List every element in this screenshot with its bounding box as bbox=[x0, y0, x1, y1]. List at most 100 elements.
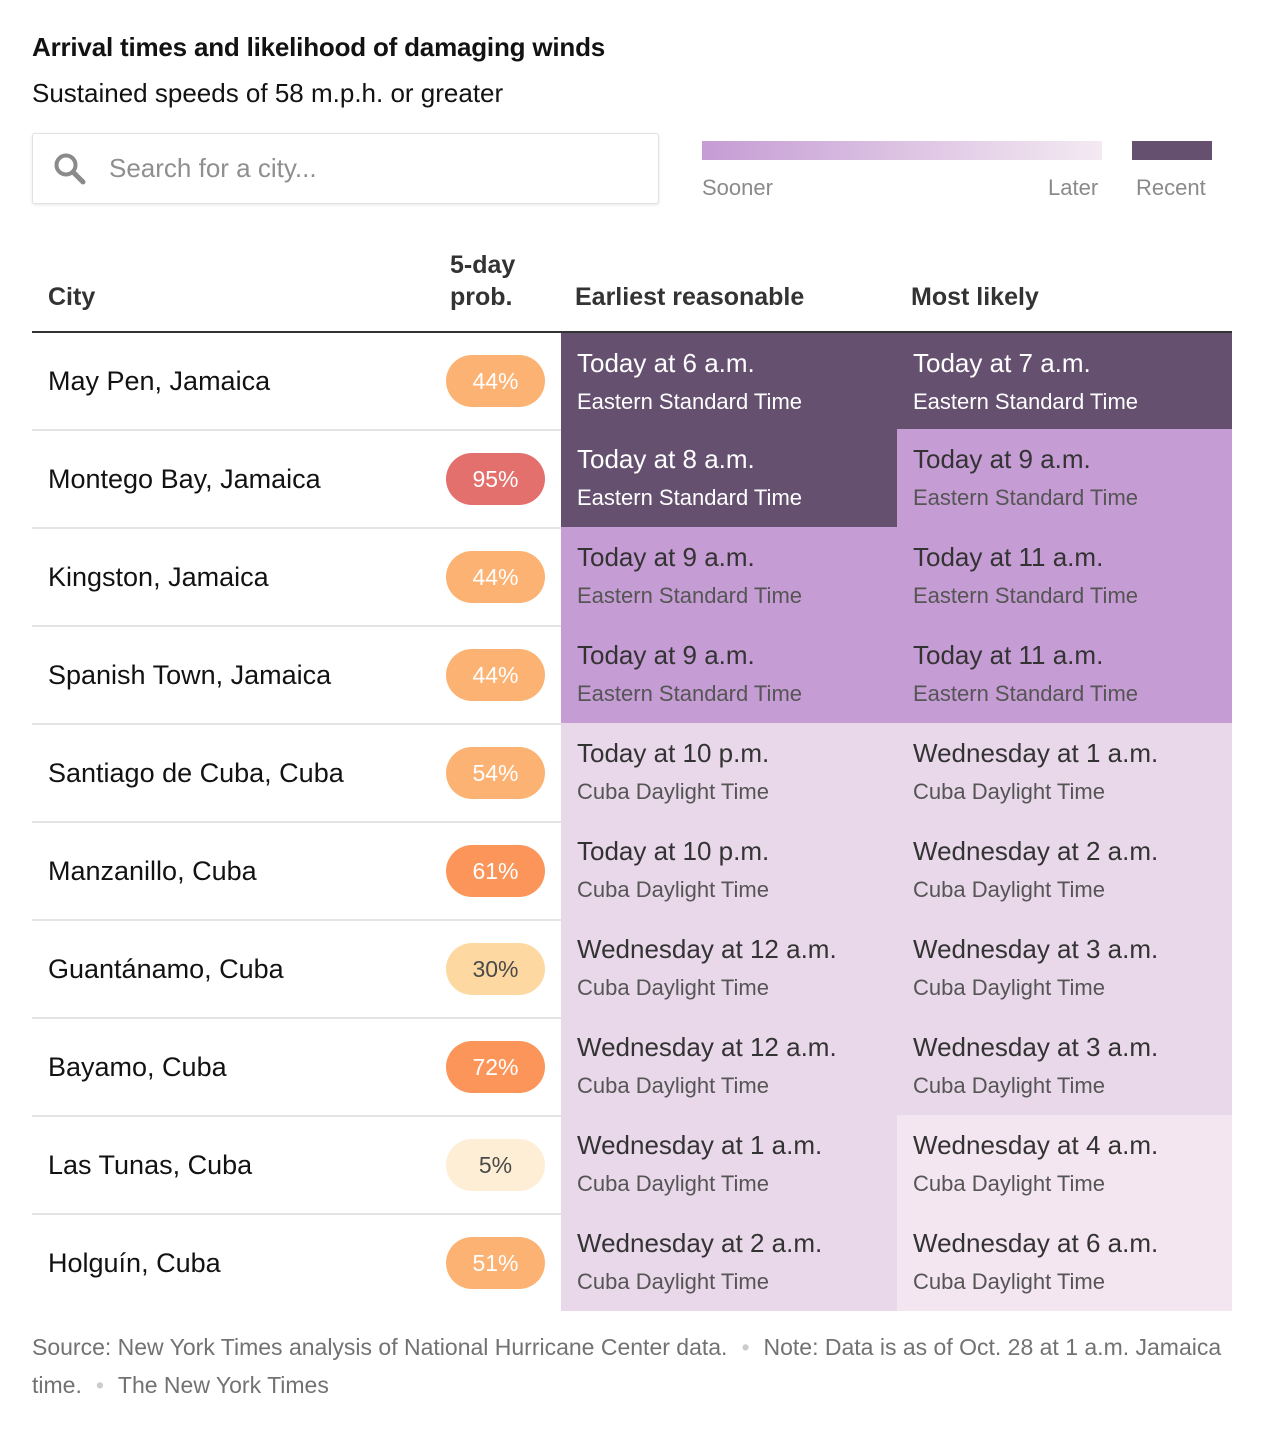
time-zone: Eastern Standard Time bbox=[913, 485, 1139, 510]
time-zone: Cuba Daylight Time bbox=[577, 1171, 769, 1196]
arrival-time: Wednesday at 6 a.m. bbox=[913, 1228, 1159, 1258]
arrival-time: Today at 6 a.m. bbox=[577, 348, 755, 378]
arrival-time: Today at 10 p.m. bbox=[577, 836, 770, 866]
legend-recent-swatch bbox=[1132, 141, 1212, 160]
time-zone: Cuba Daylight Time bbox=[577, 975, 769, 1000]
time-zone: Eastern Standard Time bbox=[913, 681, 1139, 706]
city-name: May Pen, Jamaica bbox=[48, 366, 271, 396]
arrival-time: Wednesday at 4 a.m. bbox=[913, 1130, 1159, 1160]
earliest-arrival-cell: Wednesday at 12 a.m. Cuba Daylight Time bbox=[561, 1017, 897, 1115]
chart-subtitle: Sustained speeds of 58 m.p.h. or greater bbox=[32, 78, 504, 108]
search-icon bbox=[54, 153, 86, 185]
probability-badge: 44% bbox=[446, 551, 545, 603]
city-search-box[interactable] bbox=[32, 133, 659, 204]
time-zone: Eastern Standard Time bbox=[577, 485, 803, 510]
search-input[interactable] bbox=[109, 134, 649, 203]
city-name: Guantánamo, Cuba bbox=[48, 954, 284, 984]
most-likely-arrival-cell: Wednesday at 4 a.m. Cuba Daylight Time bbox=[897, 1115, 1232, 1213]
header-probability: 5-day prob. bbox=[450, 249, 515, 313]
time-zone: Cuba Daylight Time bbox=[577, 877, 769, 902]
probability-badge: 72% bbox=[446, 1041, 545, 1093]
earliest-arrival-cell: Today at 8 a.m. Eastern Standard Time bbox=[561, 429, 897, 527]
earliest-arrival-cell: Wednesday at 1 a.m. Cuba Daylight Time bbox=[561, 1115, 897, 1213]
footer-note: Note: Data is as of Oct. 28 at 1 a.m. Ja… bbox=[32, 1334, 1222, 1398]
arrival-time: Today at 10 p.m. bbox=[577, 738, 770, 768]
time-zone: Cuba Daylight Time bbox=[913, 975, 1105, 1000]
city-name: Manzanillo, Cuba bbox=[48, 856, 257, 886]
table-body: May Pen, Jamaica 44% Today at 6 a.m. Easter… bbox=[32, 333, 1232, 1313]
city-name: Santiago de Cuba, Cuba bbox=[48, 758, 344, 788]
footer-credit: The New York Times bbox=[117, 1372, 329, 1398]
city-name: Kingston, Jamaica bbox=[48, 562, 269, 592]
table-row: Guantánamo, Cuba 30% Wednesday at 12 a.m. C… bbox=[32, 919, 1232, 1019]
most-likely-arrival-cell: Today at 7 a.m. Eastern Standard Time bbox=[897, 333, 1232, 429]
footer-source: Source: New York Times analysis of Natio… bbox=[32, 1334, 728, 1360]
arrival-time: Today at 11 a.m. bbox=[913, 542, 1104, 572]
arrival-time: Today at 9 a.m. bbox=[913, 444, 1091, 474]
earliest-arrival-cell: Wednesday at 2 a.m. Cuba Daylight Time bbox=[561, 1213, 897, 1311]
table-row: Manzanillo, Cuba 61% Today at 10 p.m. Cuba … bbox=[32, 821, 1232, 921]
most-likely-arrival-cell: Wednesday at 3 a.m. Cuba Daylight Time bbox=[897, 919, 1232, 1017]
time-zone: Cuba Daylight Time bbox=[577, 1269, 769, 1294]
arrival-time: Today at 7 a.m. bbox=[913, 348, 1091, 378]
arrival-time: Wednesday at 12 a.m. bbox=[577, 1032, 837, 1062]
time-zone: Eastern Standard Time bbox=[913, 583, 1139, 608]
table-header: City 5-day prob. Earliest reasonable Mos… bbox=[32, 240, 1232, 333]
most-likely-arrival-cell: Today at 9 a.m. Eastern Standard Time bbox=[897, 429, 1232, 527]
time-zone: Eastern Standard Time bbox=[577, 681, 803, 706]
header-prob-line2: prob. bbox=[450, 283, 513, 311]
legend-gradient-bar bbox=[702, 141, 1102, 160]
separator-dot: • bbox=[95, 1372, 104, 1398]
city-name: Montego Bay, Jamaica bbox=[48, 464, 321, 494]
time-zone: Eastern Standard Time bbox=[577, 583, 803, 608]
time-zone: Cuba Daylight Time bbox=[913, 1269, 1105, 1294]
table-row: Montego Bay, Jamaica 95% Today at 8 a.m. Ea… bbox=[32, 429, 1232, 529]
time-zone: Eastern Standard Time bbox=[913, 389, 1139, 414]
time-zone: Cuba Daylight Time bbox=[577, 1073, 769, 1098]
legend-recent-label: Recent bbox=[1136, 175, 1206, 200]
header-earliest: Earliest reasonable bbox=[575, 283, 805, 311]
most-likely-arrival-cell: Wednesday at 1 a.m. Cuba Daylight Time bbox=[897, 723, 1232, 821]
separator-dot: • bbox=[741, 1334, 750, 1360]
probability-badge: 61% bbox=[446, 845, 545, 897]
header-most-likely: Most likely bbox=[911, 283, 1039, 311]
probability-badge: 95% bbox=[446, 453, 545, 505]
arrival-time: Wednesday at 2 a.m. bbox=[913, 836, 1159, 866]
header-prob-line1: 5-day bbox=[450, 251, 516, 279]
city-name: Spanish Town, Jamaica bbox=[48, 660, 332, 690]
table-row: Spanish Town, Jamaica 44% Today at 9 a.m. E… bbox=[32, 625, 1232, 725]
arrival-time: Today at 8 a.m. bbox=[577, 444, 755, 474]
table-row: Santiago de Cuba, Cuba 54% Today at 10 p.m… bbox=[32, 723, 1232, 823]
table-row: Las Tunas, Cuba 5% Wednesday at 1 a.m. Cuba… bbox=[32, 1115, 1232, 1215]
city-name: Las Tunas, Cuba bbox=[48, 1150, 253, 1180]
time-zone: Cuba Daylight Time bbox=[913, 1073, 1105, 1098]
arrival-time: Wednesday at 1 a.m. bbox=[913, 738, 1159, 768]
arrival-time: Wednesday at 12 a.m. bbox=[577, 934, 837, 964]
arrival-time: Today at 9 a.m. bbox=[577, 542, 755, 572]
time-zone: Cuba Daylight Time bbox=[913, 1171, 1105, 1196]
earliest-arrival-cell: Today at 10 p.m. Cuba Daylight Time bbox=[561, 821, 897, 919]
chart-title: Arrival times and likelihood of damaging… bbox=[32, 32, 606, 62]
header-city: City bbox=[48, 283, 96, 311]
earliest-arrival-cell: Today at 9 a.m. Eastern Standard Time bbox=[561, 527, 897, 625]
footer-notes: Source: New York Times analysis of Natio… bbox=[32, 1328, 1242, 1404]
city-name: Bayamo, Cuba bbox=[48, 1052, 227, 1082]
most-likely-arrival-cell: Today at 11 a.m. Eastern Standard Time bbox=[897, 625, 1232, 723]
arrival-time: Today at 11 a.m. bbox=[913, 640, 1104, 670]
time-zone: Cuba Daylight Time bbox=[577, 779, 769, 804]
time-zone: Cuba Daylight Time bbox=[913, 779, 1105, 804]
legend-sooner-label: Sooner bbox=[702, 175, 773, 200]
most-likely-arrival-cell: Wednesday at 3 a.m. Cuba Daylight Time bbox=[897, 1017, 1232, 1115]
time-zone: Cuba Daylight Time bbox=[913, 877, 1105, 902]
probability-badge: 44% bbox=[446, 649, 545, 701]
most-likely-arrival-cell: Wednesday at 2 a.m. Cuba Daylight Time bbox=[897, 821, 1232, 919]
earliest-arrival-cell: Wednesday at 12 a.m. Cuba Daylight Time bbox=[561, 919, 897, 1017]
arrival-time: Wednesday at 3 a.m. bbox=[913, 934, 1159, 964]
city-name: Holguín, Cuba bbox=[48, 1248, 221, 1278]
earliest-arrival-cell: Today at 10 p.m. Cuba Daylight Time bbox=[561, 723, 897, 821]
legend-later-label: Later bbox=[1048, 175, 1099, 200]
color-legend: Sooner Later Recent bbox=[702, 141, 1212, 211]
time-zone: Eastern Standard Time bbox=[577, 389, 803, 414]
most-likely-arrival-cell: Wednesday at 6 a.m. Cuba Daylight Time bbox=[897, 1213, 1232, 1311]
earliest-arrival-cell: Today at 6 a.m. Eastern Standard Time bbox=[561, 333, 897, 429]
